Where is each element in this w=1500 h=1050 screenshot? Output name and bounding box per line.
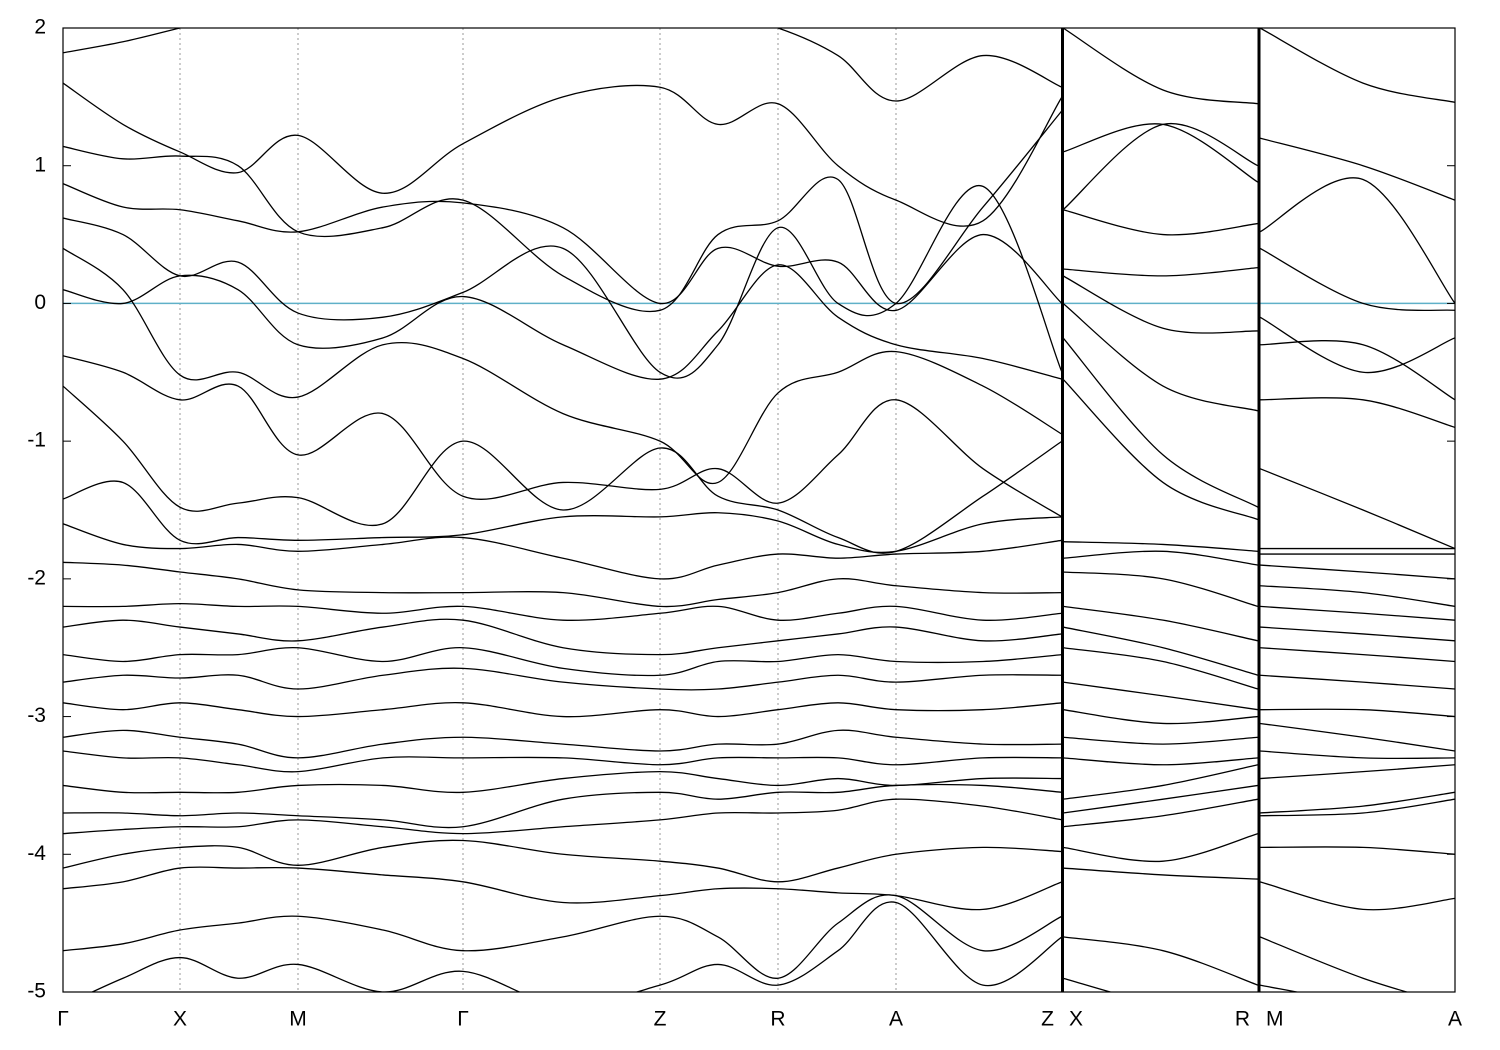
x-tick-label: R: [1235, 1008, 1250, 1031]
band: [63, 110, 1455, 313]
x-tick-label: M: [1266, 1008, 1284, 1031]
band: [63, 798, 1455, 835]
band: [63, 378, 1455, 554]
band: [63, 185, 1455, 379]
band: [63, 183, 1455, 312]
y-tick-label: 2: [34, 16, 46, 39]
band: [63, 480, 1455, 555]
y-tick-label: -4: [27, 842, 46, 865]
x-tick-label: Γ: [457, 1008, 469, 1031]
x-tick-label: M: [289, 1008, 307, 1031]
band: [63, 82, 1455, 227]
band: [63, 722, 1455, 759]
band: [63, 28, 1455, 105]
y-tick-label: 1: [34, 153, 46, 176]
x-tick-label: Z: [654, 1008, 667, 1031]
band: [63, 667, 1455, 711]
band: [63, 702, 1455, 725]
band: [63, 247, 1455, 485]
band: [90, 901, 1301, 992]
y-tick-label: -2: [27, 566, 46, 589]
band: [63, 561, 1455, 608]
band: [63, 833, 1455, 883]
band: [63, 894, 1409, 992]
y-tick-label: -5: [27, 980, 46, 1003]
x-tick-label: Γ: [57, 1008, 69, 1031]
x-tick-label: R: [770, 1008, 785, 1031]
y-tick-label: -1: [27, 429, 46, 452]
band: [63, 264, 1455, 401]
x-tick-label: X: [1069, 1008, 1083, 1031]
y-tick-label: -3: [27, 704, 46, 727]
plot-frame: [62, 27, 1456, 993]
plot-area: [63, 28, 1455, 992]
band: [63, 523, 1455, 580]
band: [63, 783, 1455, 829]
x-tick-label: A: [889, 1008, 903, 1031]
band: [63, 750, 1455, 773]
band: [63, 337, 1455, 550]
band: [63, 866, 1455, 911]
band: [63, 602, 1455, 642]
x-tick-label: Z: [1041, 1008, 1054, 1031]
band: [63, 646, 1455, 690]
y-tick-label: 0: [34, 291, 46, 314]
band: [63, 618, 1455, 676]
band: [63, 764, 1455, 800]
x-tick-label: A: [1448, 1008, 1462, 1031]
x-tick-label: X: [173, 1008, 187, 1031]
